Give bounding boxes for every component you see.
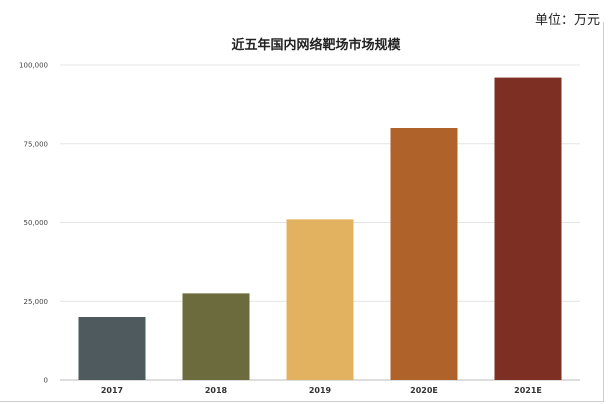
y-tick-label: 50,000 [24,219,49,227]
y-tick-label: 25,000 [24,298,49,306]
chart-frame: 近五年国内网络靶场市场规模 0 25,000 50,000 75,000 100,000… [0,22,604,402]
bar-2020e [390,128,458,380]
x-tick-label: 2020E [410,386,438,395]
x-tick-label: 2018 [205,386,228,395]
x-axis-labels: 2017 2018 2019 2020E 2021E [101,386,542,395]
unit-note: 单位：万元 [534,13,600,28]
x-tick-label: 2019 [309,386,332,395]
bar-2017 [78,317,146,380]
y-tick-label: 0 [44,377,48,385]
chart-title: 近五年国内网络靶场市场规模 [231,37,401,53]
y-tick-label: 100,000 [19,62,48,70]
bars [78,77,562,380]
bar-chart: 近五年国内网络靶场市场规模 0 25,000 50,000 75,000 100,000… [19,37,580,395]
x-tick-label: 2021E [514,386,542,395]
bar-2021e [494,77,562,380]
y-tick-label: 75,000 [24,140,49,148]
y-axis-ticks: 0 25,000 50,000 75,000 100,000 [19,62,48,385]
bar-2018 [182,293,250,380]
bar-2019 [286,219,354,380]
x-tick-label: 2017 [101,386,123,395]
